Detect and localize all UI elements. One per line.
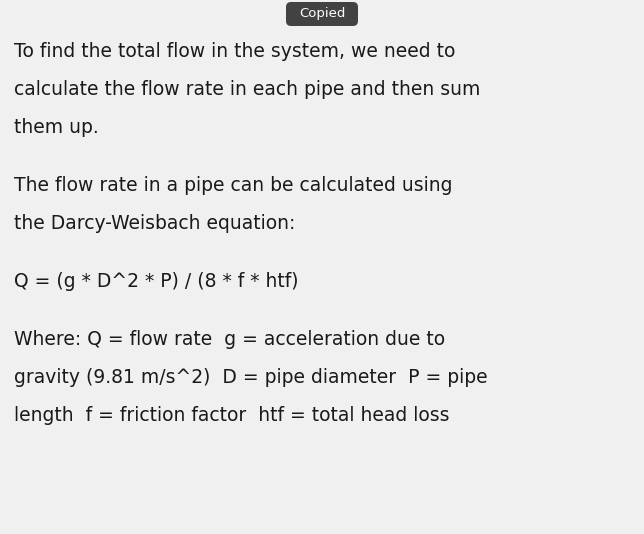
- Text: To find the total flow in the system, we need to: To find the total flow in the system, we…: [14, 42, 455, 61]
- FancyBboxPatch shape: [286, 2, 358, 26]
- Text: the Darcy-Weisbach equation:: the Darcy-Weisbach equation:: [14, 214, 296, 233]
- Text: them up.: them up.: [14, 118, 99, 137]
- Text: gravity (9.81 m/s^2)  D = pipe diameter  P = pipe: gravity (9.81 m/s^2) D = pipe diameter P…: [14, 368, 488, 387]
- Text: Q = (g * D^2 * P) / (8 * f * htf): Q = (g * D^2 * P) / (8 * f * htf): [14, 272, 299, 291]
- Text: The flow rate in a pipe can be calculated using: The flow rate in a pipe can be calculate…: [14, 176, 453, 195]
- Text: Where: Q = flow rate  g = acceleration due to: Where: Q = flow rate g = acceleration du…: [14, 330, 445, 349]
- Text: length  f = friction factor  htf = total head loss: length f = friction factor htf = total h…: [14, 406, 450, 425]
- Text: calculate the flow rate in each pipe and then sum: calculate the flow rate in each pipe and…: [14, 80, 480, 99]
- Text: Copied: Copied: [299, 7, 345, 20]
